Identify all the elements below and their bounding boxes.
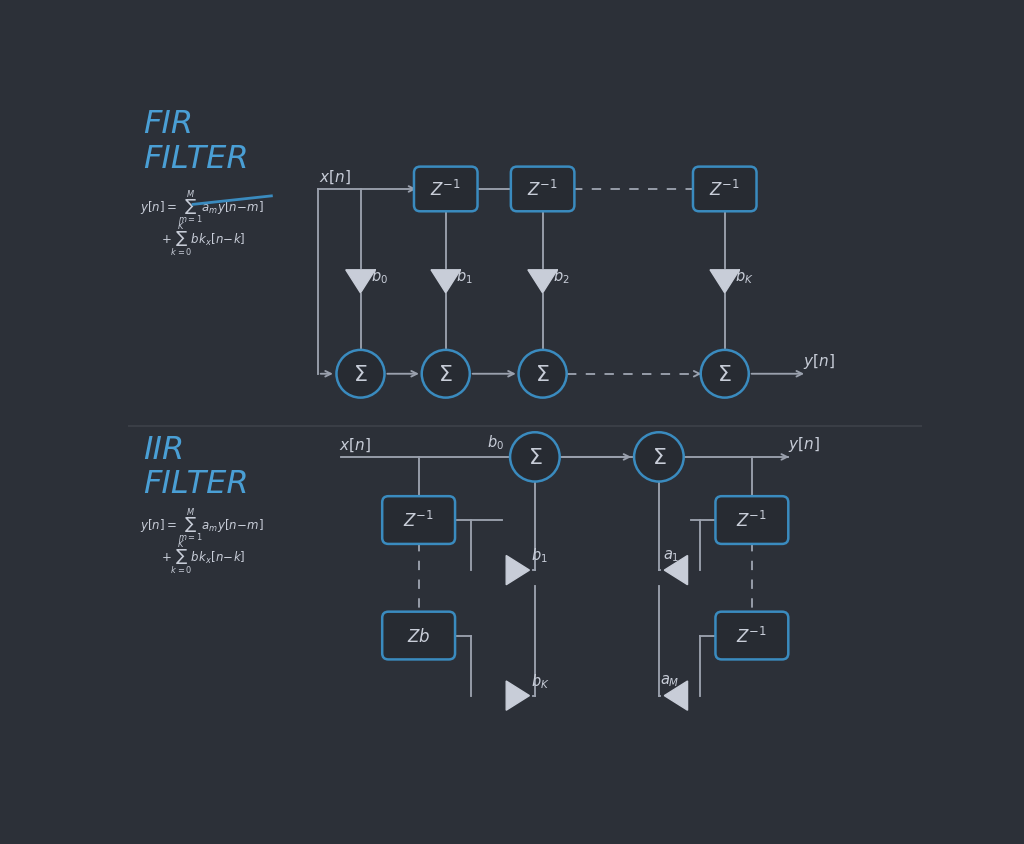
Text: $a_M$: $a_M$ xyxy=(659,673,679,688)
Text: $\Sigma$: $\Sigma$ xyxy=(353,365,368,384)
FancyBboxPatch shape xyxy=(511,167,574,212)
Polygon shape xyxy=(528,270,557,294)
Text: $Zb$: $Zb$ xyxy=(407,627,430,645)
Circle shape xyxy=(634,433,684,482)
Text: $b_2$: $b_2$ xyxy=(553,267,569,285)
Text: $\Sigma$: $\Sigma$ xyxy=(536,365,550,384)
Text: $Z^{-1}$: $Z^{-1}$ xyxy=(527,180,558,200)
Text: $Z^{-1}$: $Z^{-1}$ xyxy=(736,511,767,531)
Text: $y[n]$: $y[n]$ xyxy=(787,435,819,454)
Text: $a_1$: $a_1$ xyxy=(663,547,679,563)
Text: $b_K$: $b_K$ xyxy=(735,267,754,285)
Text: FILTER: FILTER xyxy=(143,143,249,175)
Text: IIR: IIR xyxy=(143,435,184,465)
FancyBboxPatch shape xyxy=(414,167,477,212)
FancyBboxPatch shape xyxy=(716,496,788,544)
Polygon shape xyxy=(506,556,529,585)
Text: $b_K$: $b_K$ xyxy=(531,671,550,690)
Text: $\Sigma$: $\Sigma$ xyxy=(438,365,453,384)
Text: $\Sigma$: $\Sigma$ xyxy=(527,447,542,468)
Text: $y[n]=\sum_{m=1}^{M}a_m y[n\!-\!m]$: $y[n]=\sum_{m=1}^{M}a_m y[n\!-\!m]$ xyxy=(139,188,263,225)
Text: $y[n]$: $y[n]$ xyxy=(803,352,835,371)
Circle shape xyxy=(510,433,560,482)
Text: FIR: FIR xyxy=(143,109,194,140)
Text: $x[n]$: $x[n]$ xyxy=(339,436,371,453)
Text: $\Sigma$: $\Sigma$ xyxy=(651,447,667,468)
Text: $\Sigma$: $\Sigma$ xyxy=(718,365,732,384)
FancyBboxPatch shape xyxy=(382,496,455,544)
Circle shape xyxy=(518,350,566,398)
FancyBboxPatch shape xyxy=(382,612,455,660)
Polygon shape xyxy=(346,270,375,294)
FancyBboxPatch shape xyxy=(693,167,757,212)
Polygon shape xyxy=(506,681,529,711)
Circle shape xyxy=(337,350,385,398)
Text: $b_0$: $b_0$ xyxy=(486,433,504,452)
Text: $x[n]$: $x[n]$ xyxy=(319,168,351,186)
Text: $b_1$: $b_1$ xyxy=(456,267,473,285)
Text: $Z^{-1}$: $Z^{-1}$ xyxy=(403,511,434,531)
Polygon shape xyxy=(431,270,461,294)
Circle shape xyxy=(700,350,749,398)
Text: $Z^{-1}$: $Z^{-1}$ xyxy=(710,180,740,200)
Text: $Z^{-1}$: $Z^{-1}$ xyxy=(430,180,461,200)
FancyBboxPatch shape xyxy=(716,612,788,660)
Text: $b_0$: $b_0$ xyxy=(371,267,388,285)
Text: $+\sum_{k=0}^{K}bk_x[n\!-\!k]$: $+\sum_{k=0}^{K}bk_x[n\!-\!k]$ xyxy=(161,538,245,576)
Text: $+\sum_{k=0}^{K}bk_x[n\!-\!k]$: $+\sum_{k=0}^{K}bk_x[n\!-\!k]$ xyxy=(161,220,245,259)
Polygon shape xyxy=(665,556,687,585)
Text: $Z^{-1}$: $Z^{-1}$ xyxy=(736,625,767,646)
Text: $b_1$: $b_1$ xyxy=(531,546,548,565)
Polygon shape xyxy=(665,681,687,711)
Text: $y[n]=\sum_{m=1}^{M}a_m y[n\!-\!m]$: $y[n]=\sum_{m=1}^{M}a_m y[n\!-\!m]$ xyxy=(139,506,263,543)
Circle shape xyxy=(422,350,470,398)
Polygon shape xyxy=(710,270,739,294)
Text: FILTER: FILTER xyxy=(143,468,249,499)
